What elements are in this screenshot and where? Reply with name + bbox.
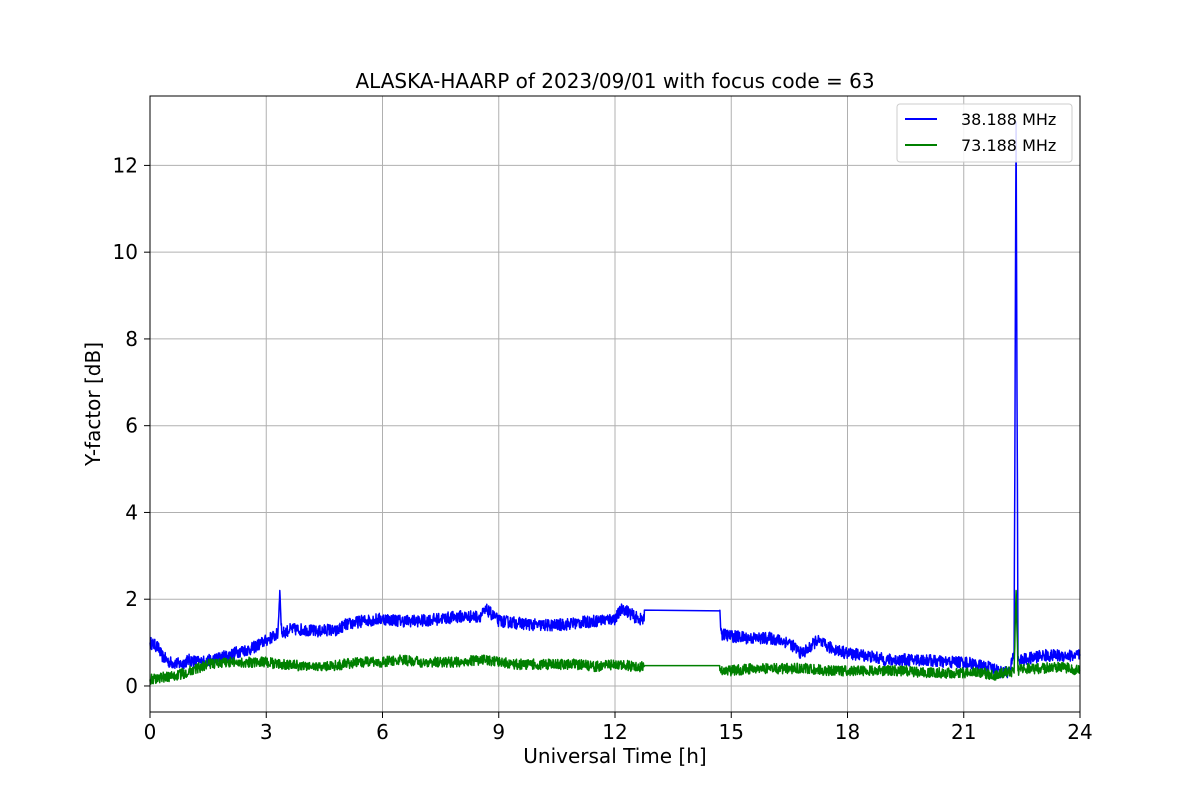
y-tick-label: 0 <box>125 674 138 698</box>
y-tick-label: 4 <box>125 500 138 524</box>
x-tick-label: 24 <box>1067 720 1092 744</box>
x-tick-label: 12 <box>602 720 627 744</box>
x-tick-label: 0 <box>144 720 157 744</box>
x-tick-label: 6 <box>376 720 389 744</box>
y-tick-label: 10 <box>113 240 138 264</box>
legend: 38.188 MHz 73.188 MHz <box>896 103 1073 163</box>
legend-box <box>896 103 1073 163</box>
x-tick-label: 18 <box>835 720 860 744</box>
x-tick-label: 15 <box>719 720 744 744</box>
series-line-1 <box>149 589 1081 685</box>
grid-lines <box>149 96 1081 712</box>
legend-label: 38.188 MHz <box>961 110 1056 129</box>
y-tick-label: 12 <box>113 153 138 177</box>
x-tick-label: 3 <box>260 720 273 744</box>
series-line-0 <box>149 121 1081 679</box>
x-tick-label: 21 <box>951 720 976 744</box>
x-tick-label: 9 <box>492 720 505 744</box>
series-layer <box>149 121 1081 685</box>
y-axis-label: Y-factor [dB] <box>81 342 105 467</box>
y-tick-label: 8 <box>125 327 138 351</box>
chart-title: ALASKA-HAARP of 2023/09/01 with focus co… <box>355 69 874 93</box>
y-tick-label: 2 <box>125 587 138 611</box>
legend-label: 73.188 MHz <box>961 136 1056 155</box>
y-tick-label: 6 <box>125 414 138 438</box>
x-axis-label: Universal Time [h] <box>523 744 706 768</box>
